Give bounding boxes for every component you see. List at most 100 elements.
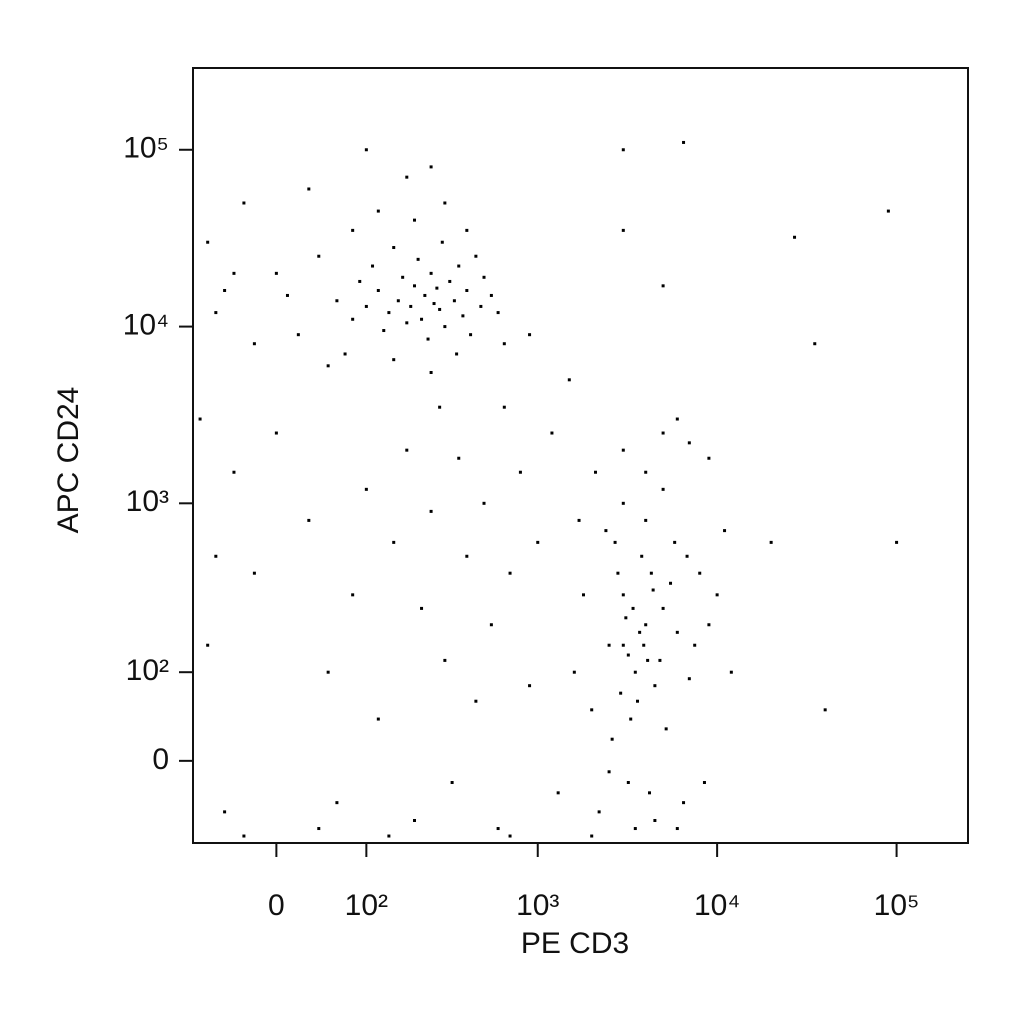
dot: [252, 571, 256, 575]
dot: [895, 540, 899, 544]
dot: [644, 623, 648, 627]
dot: [621, 501, 625, 505]
dot: [376, 209, 380, 213]
dot: [461, 314, 465, 318]
x-tick-label: 10³: [516, 889, 559, 922]
dot: [392, 540, 396, 544]
dot: [675, 630, 679, 634]
dot: [335, 299, 339, 303]
dot: [508, 834, 512, 838]
dot: [376, 717, 380, 721]
dot: [307, 187, 311, 191]
dot: [594, 470, 598, 474]
dot: [326, 670, 330, 674]
dot: [429, 509, 433, 513]
dot: [658, 658, 662, 662]
dot: [823, 708, 827, 712]
dot: [457, 456, 461, 460]
dot: [252, 342, 256, 346]
dot: [646, 658, 650, 662]
dot: [450, 781, 454, 785]
dot: [307, 518, 311, 522]
dot: [405, 448, 409, 452]
dot: [343, 352, 347, 356]
dot: [296, 333, 300, 337]
dot: [335, 801, 339, 805]
dot: [649, 571, 653, 575]
dot: [723, 529, 727, 533]
dot: [326, 364, 330, 368]
dot: [626, 653, 630, 657]
dot: [405, 321, 409, 325]
dot: [698, 571, 702, 575]
dot: [364, 148, 368, 152]
dot: [443, 201, 447, 205]
dot: [642, 643, 646, 647]
dot: [426, 337, 430, 341]
dot: [432, 302, 436, 306]
x-tick-label: 10⁴: [694, 889, 740, 922]
dot: [465, 228, 469, 232]
dot: [536, 540, 540, 544]
dot: [443, 658, 447, 662]
dot: [644, 518, 648, 522]
dot: [429, 165, 433, 169]
dot: [518, 470, 522, 474]
y-axis-label: APC CD24: [52, 387, 85, 534]
dot: [223, 288, 227, 292]
dot: [413, 218, 417, 222]
dot: [673, 540, 677, 544]
x-axis-label: PE CD3: [521, 927, 629, 960]
dot: [590, 708, 594, 712]
dot: [371, 264, 375, 268]
dot: [633, 670, 637, 674]
dot: [242, 201, 246, 205]
dot: [409, 304, 413, 308]
dot: [401, 275, 405, 279]
dot: [214, 311, 218, 315]
dot: [621, 643, 625, 647]
dot: [448, 279, 452, 283]
dot: [590, 834, 594, 838]
dot: [729, 670, 733, 674]
dot: [669, 581, 673, 585]
dot: [619, 691, 623, 695]
dot: [715, 593, 719, 597]
dot: [661, 487, 665, 491]
dot: [626, 781, 630, 785]
dot: [644, 470, 648, 474]
dot: [653, 818, 657, 822]
dot: [317, 254, 321, 258]
dot: [528, 333, 532, 337]
dot: [206, 643, 210, 647]
dot: [702, 781, 706, 785]
dot: [223, 810, 227, 814]
dot: [482, 501, 486, 505]
plot-frame: [192, 67, 969, 844]
dot: [482, 275, 486, 279]
dot: [621, 148, 625, 152]
dot: [489, 623, 493, 627]
dot: [567, 378, 571, 382]
dot: [572, 670, 576, 674]
dot: [416, 257, 420, 261]
y-tick-label: 0: [152, 743, 169, 776]
dot: [633, 827, 637, 831]
dot: [651, 588, 655, 592]
dot: [429, 271, 433, 275]
dot: [285, 293, 289, 297]
dot: [232, 470, 236, 474]
dot: [364, 304, 368, 308]
x-tick-label: 0: [268, 889, 285, 922]
dot: [661, 431, 665, 435]
dot: [621, 448, 625, 452]
dot: [413, 818, 417, 822]
dot: [274, 271, 278, 275]
dot: [502, 342, 506, 346]
dot: [577, 518, 581, 522]
dot: [629, 717, 633, 721]
dot: [769, 540, 773, 544]
dot: [707, 456, 711, 460]
dot: [429, 370, 433, 374]
